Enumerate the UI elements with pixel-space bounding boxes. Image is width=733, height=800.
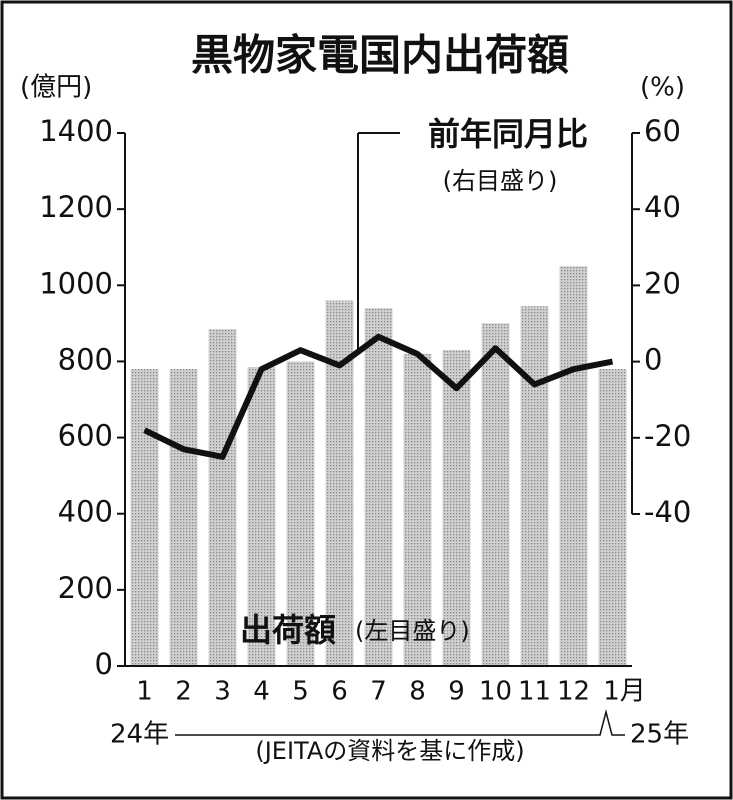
x-tick-label: 10: [479, 677, 512, 707]
y2-tick-label: 0: [644, 343, 662, 377]
source: (JEITAの資料を基に作成): [255, 737, 524, 765]
x-tick-label: 12: [557, 677, 590, 707]
bar: [442, 350, 471, 666]
y-tick-label: 0: [95, 647, 113, 681]
series-note: (右目盛り): [443, 167, 558, 195]
x-tick-label: 9: [448, 677, 465, 707]
year-label: 24年: [110, 720, 169, 750]
x-tick-label: 8: [409, 677, 426, 707]
x-tick-label: 3: [214, 677, 231, 707]
bar: [286, 361, 315, 666]
bar: [403, 353, 432, 666]
bar: [208, 329, 237, 666]
series-label: 前年同月比: [428, 115, 588, 153]
x-tick-label: 7: [370, 677, 387, 707]
line: [143, 333, 614, 460]
y2-tick-label: 40: [644, 190, 681, 224]
y2-tick-label: 60: [644, 114, 681, 148]
y2-tick-label: -40: [644, 495, 691, 529]
bar: [364, 308, 393, 666]
x-tick-label: 5: [292, 677, 309, 707]
y-tick-label: 1200: [39, 190, 113, 224]
chart-title: 黒物家電国内出荷額: [191, 31, 569, 80]
y-tick-label: 1400: [39, 114, 113, 148]
bar: [130, 369, 159, 666]
bar: [559, 266, 588, 666]
y2-tick-label: -20: [644, 419, 691, 453]
year-label: 25年: [630, 720, 689, 750]
y2-axis-label: (%): [640, 73, 685, 103]
x-tick-label: 11: [518, 677, 551, 707]
x-tick-label: 4: [253, 677, 270, 707]
series-label: 出荷額: [240, 611, 336, 649]
year-line: [175, 709, 625, 736]
y-axis-label: (億円): [20, 73, 92, 103]
bar: [169, 369, 198, 666]
y-tick-label: 800: [58, 342, 113, 376]
x-tick-label: 1月: [603, 677, 646, 707]
y-tick-label: 600: [58, 419, 113, 453]
y-tick-label: 400: [58, 495, 113, 529]
bar: [598, 369, 627, 666]
bar: [481, 323, 510, 666]
y-tick-label: 1000: [39, 266, 113, 300]
bar: [247, 367, 276, 666]
bar: [520, 306, 549, 666]
x-tick-label: 6: [331, 677, 348, 707]
y2-tick-label: 20: [644, 266, 681, 300]
x-tick-label: 2: [175, 677, 192, 707]
series-note: (左目盛り): [355, 617, 470, 645]
y-tick-label: 200: [58, 571, 113, 605]
x-tick-label: 1: [136, 677, 153, 707]
